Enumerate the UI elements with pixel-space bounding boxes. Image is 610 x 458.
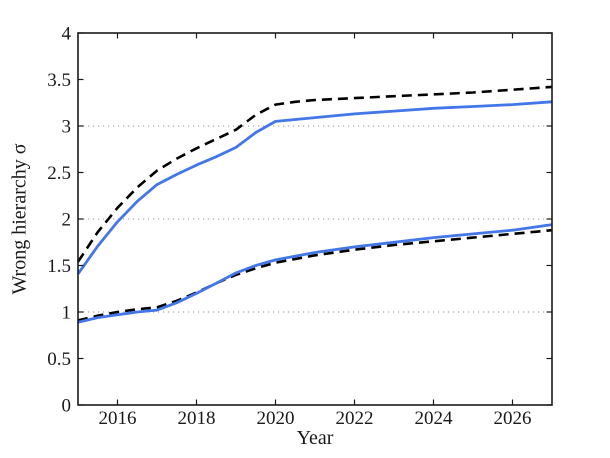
svg-text:2: 2 bbox=[62, 210, 72, 231]
y-axis-label: Wrong hierarchy σ bbox=[8, 143, 31, 295]
svg-text:2.5: 2.5 bbox=[47, 163, 71, 184]
svg-text:3.5: 3.5 bbox=[47, 70, 71, 91]
svg-text:1.5: 1.5 bbox=[47, 256, 71, 277]
svg-text:2018: 2018 bbox=[178, 408, 216, 429]
svg-text:0: 0 bbox=[62, 396, 72, 417]
svg-text:0.5: 0.5 bbox=[47, 349, 71, 370]
svg-text:2016: 2016 bbox=[99, 408, 137, 429]
svg-text:2020: 2020 bbox=[257, 408, 295, 429]
svg-text:2022: 2022 bbox=[336, 408, 374, 429]
svg-text:2024: 2024 bbox=[415, 408, 454, 429]
svg-text:2026: 2026 bbox=[494, 408, 532, 429]
svg-text:4: 4 bbox=[62, 24, 72, 45]
svg-text:1: 1 bbox=[62, 303, 72, 324]
svg-text:3: 3 bbox=[62, 117, 72, 138]
x-axis-label: Year bbox=[296, 427, 334, 449]
